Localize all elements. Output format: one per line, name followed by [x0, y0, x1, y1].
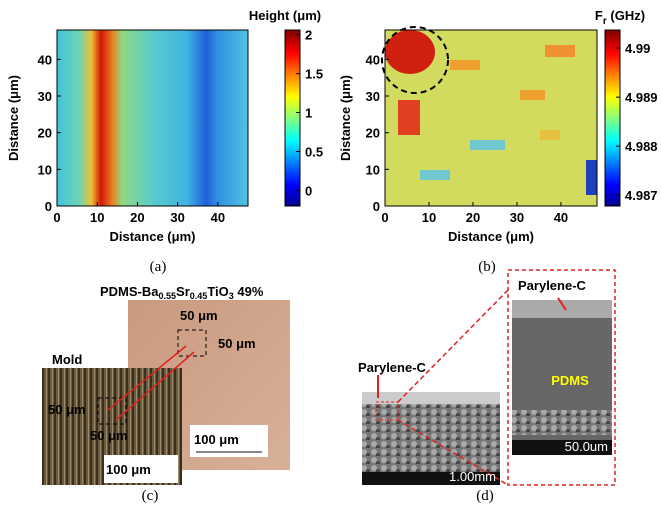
colorbar-tick-label: 4.987 — [625, 188, 658, 203]
panel-label: (c) — [142, 488, 159, 504]
colorbar — [604, 29, 621, 207]
x-tick-label: 20 — [130, 210, 144, 225]
x-tick-label: 10 — [422, 210, 436, 225]
zoom-line — [397, 289, 509, 403]
scale-label: 50 μm — [90, 428, 128, 443]
y-tick-label: 0 — [373, 199, 380, 214]
y-axis-label: Distance (μm) — [6, 75, 21, 161]
x-tick-label: 20 — [466, 210, 480, 225]
colorbar-tick-label: 0 — [305, 183, 312, 198]
title-rest: (GHz) — [607, 8, 645, 23]
panel-label: (b) — [478, 259, 496, 275]
inset-footer — [512, 440, 612, 455]
y-tick-label: 40 — [38, 52, 52, 67]
colorbar-tick-label: 2 — [305, 28, 312, 43]
plot-frame — [384, 29, 598, 207]
x-tick-label: 40 — [211, 210, 225, 225]
y-tick-label: 0 — [45, 199, 52, 214]
colorbar-tick-label: 0.5 — [305, 144, 323, 159]
parylene-layer — [362, 392, 500, 404]
x-tick-label: 0 — [53, 210, 60, 225]
sem-footer — [362, 472, 500, 485]
filler-layer — [512, 410, 612, 435]
x-axis-label: Distance (μm) — [110, 229, 196, 244]
heatmap-b — [385, 30, 597, 206]
zoom-line — [397, 419, 509, 486]
bulk-label: PDMS — [551, 373, 589, 388]
colorbar-tick-label: 1.5 — [305, 67, 323, 82]
x-tick-label: 40 — [554, 210, 568, 225]
scale-box — [104, 455, 178, 483]
parylene-layer — [512, 300, 612, 318]
scale-label: 50 μm — [48, 402, 86, 417]
layer-label: Parylene-C — [518, 278, 587, 293]
x-tick-label: 30 — [170, 210, 184, 225]
colorbar-tick-label: 1 — [305, 106, 312, 121]
panel-label: (a) — [150, 259, 167, 275]
link-line — [107, 345, 187, 411]
y-tick-label: 20 — [38, 126, 52, 141]
colorbar-tick-label: 4.988 — [625, 139, 658, 154]
roi-box — [97, 397, 127, 425]
colorbar — [284, 29, 301, 207]
x-tick-label: 0 — [381, 210, 388, 225]
y-tick-label: 10 — [366, 162, 380, 177]
y-tick-label: 10 — [38, 162, 52, 177]
y-axis-label: Distance (μm) — [338, 75, 353, 161]
title-sub: r — [603, 16, 607, 27]
sem-scale: 50.0um — [565, 439, 608, 454]
highlight-circle — [381, 26, 449, 94]
x-tick-label: 30 — [510, 210, 524, 225]
roi-box — [375, 401, 399, 421]
y-tick-label: 20 — [366, 126, 380, 141]
roi-box — [177, 329, 207, 357]
scale-label: 50 μm — [218, 336, 256, 351]
scale-label: 50 μm — [180, 308, 218, 323]
y-tick-label: 40 — [366, 52, 380, 67]
plot-frame — [56, 29, 249, 207]
title-text: Height (μm) — [249, 8, 321, 23]
y-tick-label: 30 — [366, 89, 380, 104]
colorbar-tick-label: 4.989 — [625, 90, 658, 105]
sample-label: PDMS-Ba0.55Sr0.45TiO3 49% — [100, 284, 264, 301]
colorbar-title: Height (μm) — [249, 8, 321, 23]
pointer — [557, 297, 567, 311]
colorbar-title: Fr (GHz) — [595, 8, 645, 27]
scale-label: 100 μm — [194, 432, 239, 447]
heatmap-a — [57, 30, 248, 206]
sem-scale: 1.00mm — [449, 469, 496, 484]
sem-image — [362, 392, 500, 485]
x-tick-label: 10 — [90, 210, 104, 225]
scale-label: 100 μm — [106, 462, 151, 477]
title-text: F — [595, 8, 603, 23]
colorbar-tick-label: 4.99 — [625, 41, 650, 56]
panel-label: (d) — [476, 488, 494, 504]
x-axis-label: Distance (μm) — [448, 229, 534, 244]
y-tick-label: 30 — [38, 89, 52, 104]
mold-label: Mold — [52, 352, 82, 367]
link-line — [115, 351, 195, 421]
layer-label: Parylene-C — [358, 360, 427, 375]
